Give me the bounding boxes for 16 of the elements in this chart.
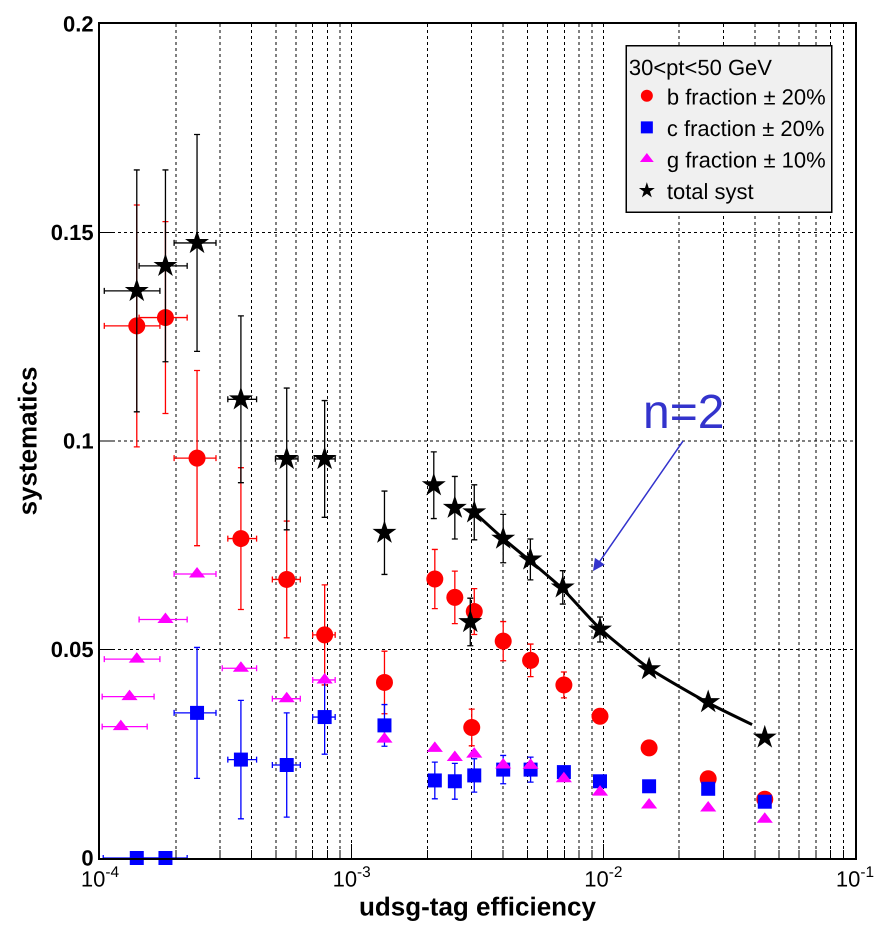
x-axis-title: udsg-tag efficiency bbox=[359, 891, 597, 922]
legend-label: g fraction ± 10% bbox=[666, 148, 826, 173]
x-tick-label: 10$^{-2}$ bbox=[584, 864, 622, 892]
legend-label: total syst bbox=[666, 179, 754, 204]
y-axis-title: systematics bbox=[12, 366, 43, 516]
y-tick-label: 0 bbox=[81, 846, 94, 871]
annotation: n=2 bbox=[643, 386, 724, 439]
y-tick-label: 0.05 bbox=[50, 637, 94, 662]
x-tick-label: 10$^{-3}$ bbox=[332, 864, 371, 892]
y-tick-label: 0.1 bbox=[63, 428, 94, 454]
legend-label: b fraction ± 20% bbox=[666, 84, 826, 110]
legend-label: c fraction ± 20% bbox=[666, 116, 824, 141]
y-tick-label: 0.15 bbox=[50, 220, 94, 246]
x-tick-label: 10$^{-1}$ bbox=[836, 864, 874, 892]
legend-title: 30<pt<50 GeV bbox=[628, 54, 772, 80]
y-tick-label: 0.2 bbox=[63, 12, 94, 37]
